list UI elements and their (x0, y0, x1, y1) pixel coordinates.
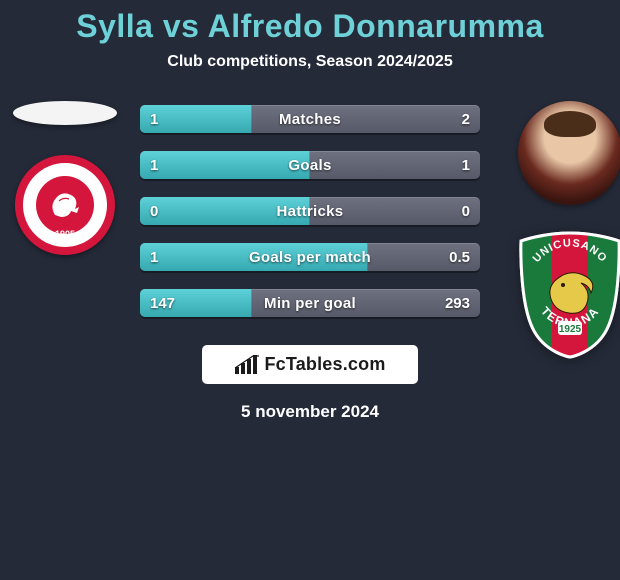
date-text: 5 november 2024 (0, 402, 620, 422)
right-club-crest: UNICUSANO TERNANA 1925 (517, 231, 620, 359)
comparison-content: 1905 UNICUSANO (0, 105, 620, 317)
stat-value-right: 2 (462, 105, 470, 133)
stat-label: Goals (140, 151, 480, 179)
stat-label: Hattricks (140, 197, 480, 225)
stat-bar: 1Goals1 (140, 151, 480, 179)
bar-chart-icon (234, 355, 260, 375)
left-player-column: 1905 (10, 101, 120, 255)
left-club-crest: 1905 (15, 155, 115, 255)
left-player-avatar (13, 101, 117, 125)
stat-bar: 147Min per goal293 (140, 289, 480, 317)
stat-value-right: 0.5 (449, 243, 470, 271)
stat-label: Goals per match (140, 243, 480, 271)
page-subtitle: Club competitions, Season 2024/2025 (0, 53, 620, 71)
right-player-column: UNICUSANO TERNANA 1925 (505, 101, 620, 359)
watermark-badge: FcTables.com (202, 345, 418, 384)
stat-bars: 1Matches21Goals10Hattricks01Goals per ma… (140, 105, 480, 317)
griffin-icon (45, 185, 85, 225)
watermark-text: FcTables.com (264, 354, 385, 375)
stat-bar: 1Goals per match0.5 (140, 243, 480, 271)
page-title: Sylla vs Alfredo Donnarumma (0, 0, 620, 45)
stat-value-right: 293 (445, 289, 470, 317)
stat-label: Matches (140, 105, 480, 133)
stat-bar: 1Matches2 (140, 105, 480, 133)
left-crest-year: 1905 (55, 229, 75, 239)
stat-bar: 0Hattricks0 (140, 197, 480, 225)
stat-label: Min per goal (140, 289, 480, 317)
stat-value-right: 1 (462, 151, 470, 179)
stat-value-right: 0 (462, 197, 470, 225)
ternana-shield-icon: UNICUSANO TERNANA 1925 (517, 231, 620, 359)
right-crest-year: 1925 (559, 324, 582, 335)
right-player-avatar (518, 101, 620, 205)
